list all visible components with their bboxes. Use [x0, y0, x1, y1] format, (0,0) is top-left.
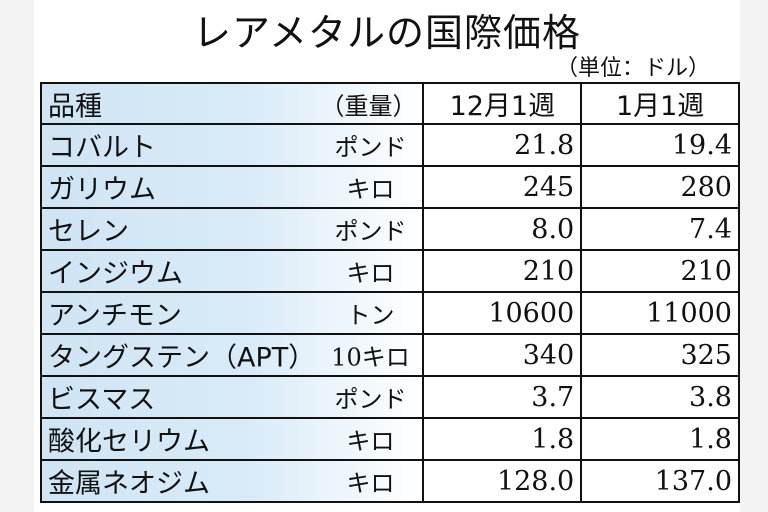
table-row: インジウム キロ 210 210 [39, 249, 740, 293]
table-title: レアメタルの国際価格 [192, 11, 582, 55]
price-jan-cell: 210 [580, 249, 740, 293]
price-jan-cell: 3.8 [580, 375, 740, 419]
commodity-unit: ポンド [334, 133, 407, 162]
price-dec-cell: 128.0 [422, 459, 583, 503]
header-jan: 1月1週 [580, 82, 740, 125]
price-jan-cell: 7.4 [580, 207, 740, 251]
commodity-unit: キロ [346, 175, 395, 204]
table-row: ビスマス ポンド 3.7 3.8 [39, 375, 740, 419]
price-jan-cell: 280 [580, 165, 740, 209]
commodity-cell: 酸化セリウム キロ [39, 417, 425, 461]
header-weight: （重量） [320, 92, 417, 120]
price-dec-cell: 21.8 [422, 123, 583, 167]
price-dec-cell: 8.0 [422, 207, 583, 251]
commodity-cell: 金属ネオジム キロ [39, 459, 425, 503]
commodity-cell: ビスマス ポンド [39, 375, 425, 419]
commodity-unit: キロ [346, 427, 395, 456]
table-row: ガリウム キロ 245 280 [39, 165, 740, 209]
table-row: アンチモン トン 10600 11000 [39, 291, 740, 335]
commodity-cell: コバルト ポンド [39, 123, 425, 167]
price-table-card: レアメタルの国際価格 （単位：ドル） 品種 （重量） 12月1週 1月1週 コバ… [34, 0, 740, 512]
commodity-name: 酸化セリウム [48, 426, 210, 458]
price-dec-cell: 3.7 [422, 375, 583, 419]
commodity-name: タングステン（APT） [48, 342, 316, 374]
price-table: 品種 （重量） 12月1週 1月1週 コバルト ポンド 21.8 19.4 ガリウム キロ… [39, 82, 740, 503]
commodity-unit: ポンド [334, 385, 407, 414]
price-dec-cell: 10600 [422, 291, 583, 335]
unit-note: （単位：ドル） [555, 56, 710, 81]
commodity-unit: キロ [346, 259, 395, 288]
commodity-cell: タングステン（APT） 10キロ [39, 333, 425, 377]
commodity-cell: インジウム キロ [39, 249, 425, 293]
price-dec-cell: 210 [422, 249, 583, 293]
price-dec-cell: 340 [422, 333, 583, 377]
commodity-name: ガリウム [48, 174, 156, 206]
table-row: タングステン（APT） 10キロ 340 325 [39, 333, 740, 377]
price-jan-cell: 19.4 [580, 123, 740, 167]
price-jan-cell: 1.8 [580, 417, 740, 461]
price-jan-cell: 325 [580, 333, 740, 377]
commodity-name: 金属ネオジム [48, 468, 210, 500]
commodity-cell: ガリウム キロ [39, 165, 425, 209]
price-dec-cell: 245 [422, 165, 583, 209]
commodity-name: ビスマス [48, 384, 156, 416]
table-row: セレン ポンド 8.0 7.4 [39, 207, 740, 251]
commodity-unit: 10キロ [331, 343, 410, 372]
commodity-unit: キロ [346, 469, 395, 498]
price-jan-cell: 137.0 [580, 459, 740, 503]
commodity-unit: トン [346, 301, 395, 330]
commodity-name: アンチモン [48, 300, 182, 332]
commodity-name: インジウム [48, 258, 183, 290]
table-row: コバルト ポンド 21.8 19.4 [39, 123, 740, 167]
header-name: 品種 [48, 91, 102, 122]
commodity-cell: セレン ポンド [39, 207, 425, 251]
price-dec-cell: 1.8 [422, 417, 583, 461]
commodity-cell: アンチモン トン [39, 291, 425, 335]
table-row: 酸化セリウム キロ 1.8 1.8 [39, 417, 740, 461]
price-jan-cell: 11000 [580, 291, 740, 335]
commodity-unit: ポンド [334, 217, 407, 246]
table-row: 金属ネオジム キロ 128.0 137.0 [39, 459, 740, 503]
header-dec: 12月1週 [422, 82, 583, 125]
header-name-cell: 品種 （重量） [39, 82, 425, 125]
commodity-name: セレン [48, 216, 129, 248]
header-row: 品種 （重量） 12月1週 1月1週 [39, 82, 740, 125]
commodity-name: コバルト [48, 132, 156, 164]
